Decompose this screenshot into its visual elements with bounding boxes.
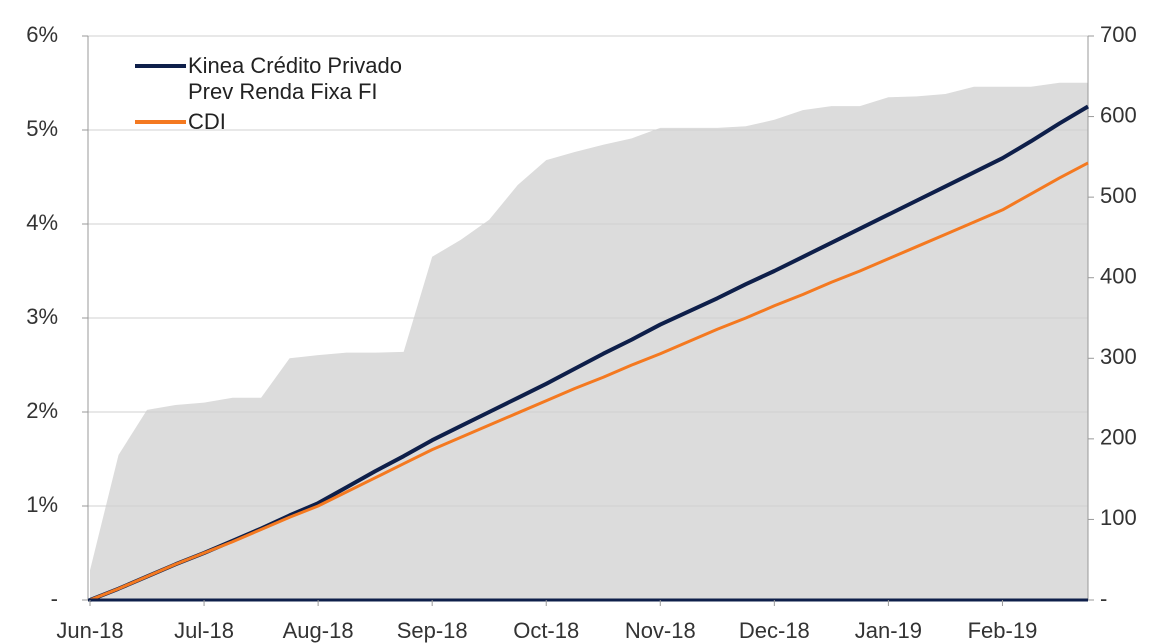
y-tick-label: 2% [26,398,58,423]
x-tick-label: Aug-18 [283,618,354,643]
y-tick-label: 6% [26,22,58,47]
y2-tick-label: 400 [1100,264,1137,289]
y2-tick-label: 700 [1100,22,1137,47]
x-tick-label: Oct-18 [513,618,579,643]
x-tick-label: Jul-18 [174,618,234,643]
y-tick-label: 3% [26,304,58,329]
y2-tick-label: 500 [1100,183,1137,208]
y2-tick-label: - [1100,586,1107,611]
y2-tick-label: 300 [1100,344,1137,369]
area [90,82,1088,600]
y-tick-label: 4% [26,210,58,235]
y-tick-label: - [51,586,58,611]
x-tick-label: Jun-18 [56,618,123,643]
legend-label: Kinea Crédito Privado Prev Renda Fixa FI [188,53,403,104]
y2-tick-label: 100 [1100,505,1137,530]
x-tick-label: Nov-18 [625,618,696,643]
x-tick-label: Jan-19 [855,618,922,643]
y-tick-label: 1% [26,492,58,517]
x-tick-label: Sep-18 [397,618,468,643]
x-tick-label: Dec-18 [739,618,810,643]
y-tick-label: 5% [26,116,58,141]
x-tick-label: Feb-19 [968,618,1038,643]
legend-label: CDI [188,109,226,134]
y2-tick-label: 600 [1100,102,1137,127]
y2-tick-label: 200 [1100,425,1137,450]
line [89,161,1089,602]
